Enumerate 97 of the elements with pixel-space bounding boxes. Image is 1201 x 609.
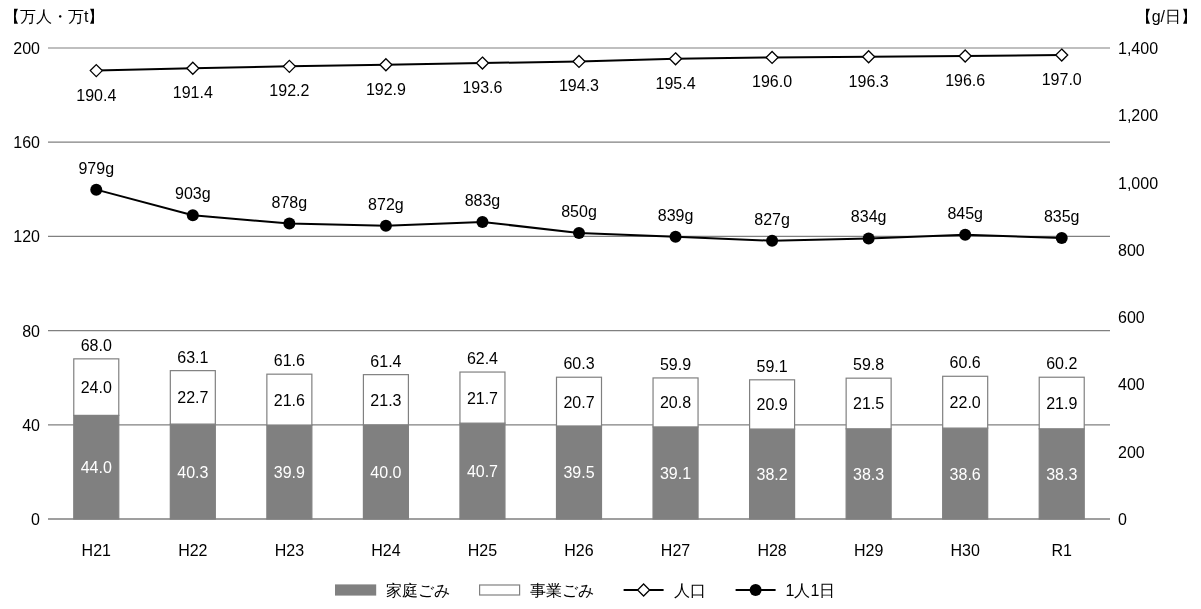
legend-label: 人口 xyxy=(673,582,706,599)
data-label: 22.0 xyxy=(949,394,981,412)
point xyxy=(766,234,779,247)
y2-tick-label: 600 xyxy=(1118,309,1145,327)
y2-tick-label: 200 xyxy=(1118,443,1145,461)
y-tick-label: 0 xyxy=(31,511,41,528)
data-label: 24.0 xyxy=(80,379,112,397)
point xyxy=(862,232,875,245)
data-label: 38.3 xyxy=(1046,465,1078,483)
y-tick-label: 160 xyxy=(13,134,41,152)
point xyxy=(669,230,682,243)
data-label: 827g xyxy=(754,210,790,228)
data-label: 38.6 xyxy=(949,465,981,483)
data-label: 21.7 xyxy=(466,389,499,407)
x-tick-label: R1 xyxy=(1051,542,1073,559)
y-tick-label: 120 xyxy=(13,228,41,246)
data-label: 979g xyxy=(78,159,115,177)
x-tick-label: H30 xyxy=(950,542,980,559)
data-label: 21.6 xyxy=(273,391,306,409)
y2-tick-label: 1,200 xyxy=(1118,107,1159,125)
data-label: 196.6 xyxy=(945,72,986,90)
total-label: 59.8 xyxy=(853,356,885,374)
data-label: 878g xyxy=(271,193,308,211)
data-label: 40.0 xyxy=(370,463,402,481)
data-label: 44.0 xyxy=(80,459,112,477)
legend-label: 家庭ごみ xyxy=(385,582,450,599)
y-tick-label: 80 xyxy=(22,322,41,340)
point xyxy=(283,217,296,230)
point xyxy=(573,227,585,240)
point xyxy=(379,219,392,232)
x-tick-label: H28 xyxy=(757,542,787,559)
y-tick-label: 40 xyxy=(22,416,41,434)
data-label: 39.1 xyxy=(659,464,692,482)
point xyxy=(476,215,489,228)
data-label: 40.3 xyxy=(177,463,209,481)
data-label: 22.7 xyxy=(177,389,209,407)
x-tick-label: H25 xyxy=(467,542,498,559)
x-tick-label: H23 xyxy=(274,542,305,559)
total-label: 60.6 xyxy=(949,354,981,372)
x-tick-label: H27 xyxy=(660,542,691,559)
total-label: 68.0 xyxy=(80,336,112,354)
total-label: 60.2 xyxy=(1046,355,1078,373)
y2-tick-label: 800 xyxy=(1118,241,1145,259)
y2-tick-label: 1,000 xyxy=(1118,174,1159,192)
data-label: 197.0 xyxy=(1041,71,1082,89)
data-label: 192.2 xyxy=(269,82,310,100)
data-label: 21.5 xyxy=(853,395,885,413)
data-label: 38.2 xyxy=(756,466,788,484)
total-label: 61.6 xyxy=(273,352,306,370)
total-label: 63.1 xyxy=(177,348,209,366)
data-label: 40.7 xyxy=(466,463,499,481)
data-label: 872g xyxy=(368,195,404,213)
data-label: 850g xyxy=(561,203,597,221)
point xyxy=(186,209,199,222)
y2-tick-label: 1,400 xyxy=(1118,40,1159,57)
x-tick-label: H26 xyxy=(564,542,594,559)
data-label: 21.9 xyxy=(1046,395,1078,413)
data-label: 20.7 xyxy=(563,393,595,411)
data-label: 883g xyxy=(464,191,501,209)
data-label: 196.0 xyxy=(752,73,793,91)
data-label: 38.3 xyxy=(853,465,885,483)
data-label: 39.5 xyxy=(563,464,595,482)
point xyxy=(1055,232,1068,245)
x-tick-label: H21 xyxy=(81,542,112,559)
data-label: 196.3 xyxy=(848,72,889,90)
y2-tick-label: 400 xyxy=(1118,376,1145,394)
data-label: 193.6 xyxy=(462,79,503,97)
y2-tick-label: 0 xyxy=(1118,511,1127,528)
total-label: 59.1 xyxy=(756,357,788,375)
data-label: 903g xyxy=(175,185,211,203)
x-tick-label: H24 xyxy=(371,542,401,559)
data-label: 192.9 xyxy=(365,80,407,98)
point xyxy=(90,183,103,196)
total-label: 59.9 xyxy=(659,355,692,373)
data-label: 39.9 xyxy=(273,464,306,482)
data-label: 21.3 xyxy=(370,391,402,409)
data-label: 834g xyxy=(850,208,887,226)
data-label: 191.4 xyxy=(172,84,213,102)
legend-label: 1人1日 xyxy=(785,582,836,599)
total-label: 60.3 xyxy=(563,355,595,373)
y-tick-label: 200 xyxy=(13,40,41,57)
y-axis-title: 【万人・万t】 xyxy=(4,8,105,25)
data-label: 839g xyxy=(657,206,694,224)
data-label: 20.9 xyxy=(756,396,788,414)
total-label: 61.4 xyxy=(370,352,402,370)
x-tick-label: H29 xyxy=(853,542,884,559)
y2-axis-title: 【g/日】 xyxy=(1135,8,1197,25)
data-label: 195.4 xyxy=(655,74,696,92)
data-label: 845g xyxy=(947,204,983,222)
data-label: 20.8 xyxy=(659,394,692,412)
point xyxy=(959,228,972,241)
x-tick-label: H22 xyxy=(178,542,208,559)
total-label: 62.4 xyxy=(466,350,499,368)
legend-label: 事業ごみ xyxy=(529,582,594,599)
data-label: 190.4 xyxy=(76,86,117,104)
data-label: 835g xyxy=(1043,208,1080,226)
data-label: 194.3 xyxy=(558,77,600,95)
